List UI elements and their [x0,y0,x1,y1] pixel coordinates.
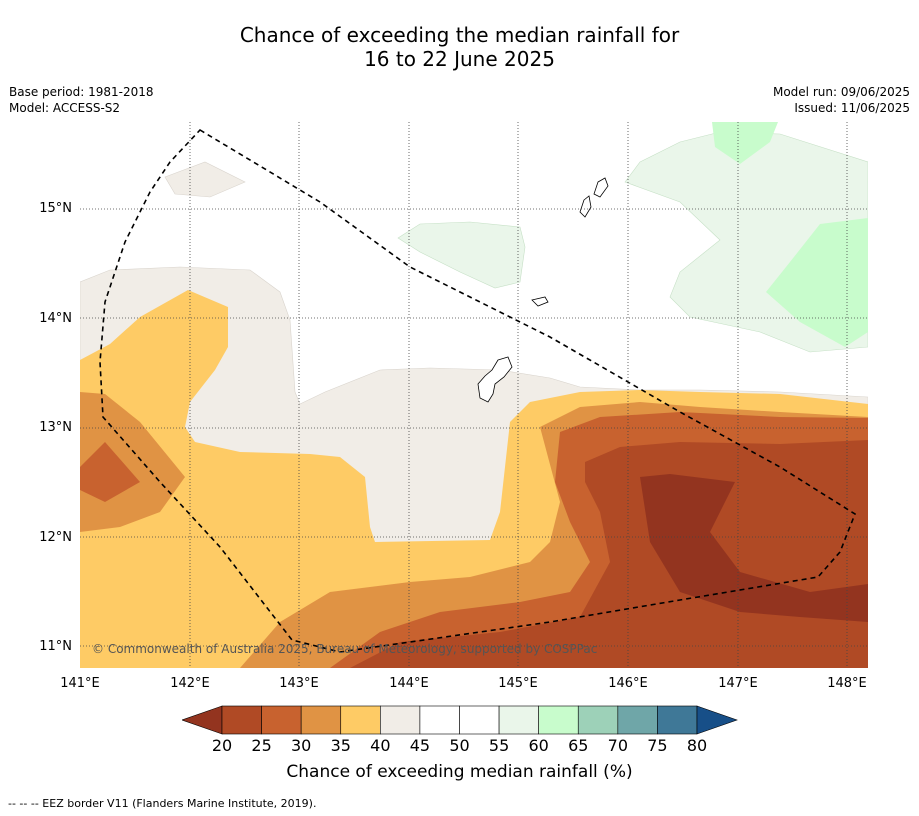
graticule [80,122,868,668]
eez-legend: -- -- -- EEZ border V11 (Flanders Marine… [8,797,317,810]
lat-label-15n: 15°N [39,201,72,216]
band-40-45-patch [164,161,246,198]
colorbar-cell [300,705,342,735]
colorbar-tick-label: 50 [449,736,470,755]
forecast-map: © Commonwealth of Australia 2025, Bureau… [80,122,868,668]
band-55-60-center [397,221,526,289]
model-name: Model: ACCESS-S2 [9,101,121,115]
colorbar-tick-label: 45 [409,736,431,755]
guam-island [477,356,513,403]
colorbar-tick-label: 55 [488,736,510,755]
issued-date: Issued: 11/06/2025 [794,101,910,115]
colorbar-cell [459,705,500,735]
base-period: Base period: 1981-2018 [9,85,154,99]
band-below-20 [640,474,868,622]
colorbar-tick-label: 80 [686,736,708,755]
colorbar-cell [617,705,658,735]
lon-label-143e: 143°E [279,676,319,691]
colorbar-cell [538,705,579,735]
colorbar-tick-label: 30 [290,736,312,755]
colorbar-tick-label: 60 [528,736,549,755]
colorbar-tick-label: 20 [211,736,233,755]
model-run: Model run: 09/06/2025 [772,85,910,99]
tinian-island [579,195,592,218]
band-25-30 [80,442,140,502]
lon-label-146e: 146°E [608,676,648,691]
lat-label-11n: 11°N [39,639,72,654]
colorbar-cell [261,705,302,735]
colorbar-under-arrow [182,705,223,735]
colorbar-tick-label: 70 [607,736,628,755]
colorbar-tick-label: 35 [330,736,351,755]
colorbar-tick-label: 40 [370,736,391,755]
chart-title-line2: 16 to 22 June 2025 [364,47,555,71]
band-60-65-north [712,122,778,164]
lon-label-147e: 147°E [718,676,758,691]
saipan-island [593,177,609,198]
colorbar-cell [577,705,619,735]
lon-label-142e: 142°E [170,676,210,691]
lat-label-13n: 13°N [39,420,72,435]
lat-label-12n: 12°N [39,530,72,545]
colorbar-cell [221,705,262,735]
colorbar-cell [419,705,460,735]
colorbar-title: Chance of exceeding median rainfall (%) [286,762,633,782]
copyright-text: © Commonwealth of Australia 2025, Bureau… [92,642,597,656]
lon-label-144e: 144°E [389,676,429,691]
colorbar-over-arrow [696,705,738,735]
colorbar-cell [498,705,539,735]
colorbar-cell [380,705,421,735]
rota-island [531,296,549,307]
colorbar-cell [340,705,381,735]
colorbar-tick-label: 65 [568,736,589,755]
chart-title-line1: Chance of exceeding the median rainfall … [239,23,680,47]
colorbar [182,705,738,735]
lon-label-141e: 141°E [60,676,100,691]
band-60-65-east [766,218,868,347]
lat-label-14n: 14°N [39,311,72,326]
colorbar-cell [657,705,698,735]
lon-label-148e: 148°E [827,676,867,691]
colorbar-tick-label: 75 [647,736,668,755]
colorbar-tick-label: 25 [251,736,272,755]
lon-label-145e: 145°E [498,676,538,691]
